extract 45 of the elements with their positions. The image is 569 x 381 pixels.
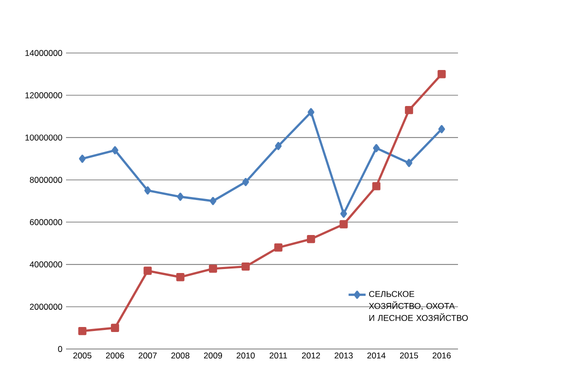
point: [372, 182, 380, 190]
point: [177, 192, 184, 201]
point: [78, 326, 86, 336]
y-tick-label: 8000000: [30, 176, 62, 183]
y-tick-label: 14000000: [25, 50, 62, 56]
point: [438, 125, 446, 134]
y-tick-label: 0: [58, 346, 62, 352]
point: [210, 196, 216, 206]
point: [144, 186, 152, 195]
point: [274, 243, 282, 252]
y-tick-label: 4000000: [30, 261, 62, 268]
point: [404, 106, 414, 114]
x-tick-label: 2008: [171, 352, 190, 359]
x-tick-label: 2011: [270, 352, 288, 359]
point: [110, 324, 120, 332]
x-tick-label: 2012: [302, 352, 320, 359]
point: [373, 144, 380, 152]
point: [340, 210, 348, 218]
point: [79, 154, 86, 163]
x-tick-label: 2013: [334, 352, 353, 359]
point: [242, 178, 250, 186]
x-tick-label: 2006: [106, 352, 124, 359]
point: [275, 142, 282, 150]
y-tick-label: 10000000: [25, 134, 62, 141]
point: [340, 220, 348, 228]
point: [242, 262, 250, 271]
y-tick-label: 12000000: [25, 92, 62, 98]
x-tick-label: 2009: [204, 352, 222, 359]
point: [438, 70, 446, 78]
point: [176, 273, 184, 282]
x-tick-label: 2014: [367, 352, 386, 359]
y-tick-label: 2000000: [30, 304, 62, 310]
x-tick-label: 2010: [236, 352, 255, 359]
point: [306, 234, 316, 244]
point: [144, 266, 152, 275]
x-tick-label: 2005: [73, 352, 92, 359]
point: [308, 108, 314, 116]
x-tick-label: 2007: [138, 352, 157, 359]
x-tick-label: 2015: [400, 352, 418, 359]
x-tick-label: 2016: [432, 352, 451, 359]
point: [208, 264, 218, 273]
legend-label: СЕЛЬСКОЕ ХОЗЯЙСТВО, ОХОТА И ЛЕСНОЕ ХОЗЯЙСТВО: [368, 291, 468, 321]
y-tick-label: 6000000: [30, 219, 62, 226]
point: [406, 158, 412, 168]
point: [112, 146, 118, 154]
